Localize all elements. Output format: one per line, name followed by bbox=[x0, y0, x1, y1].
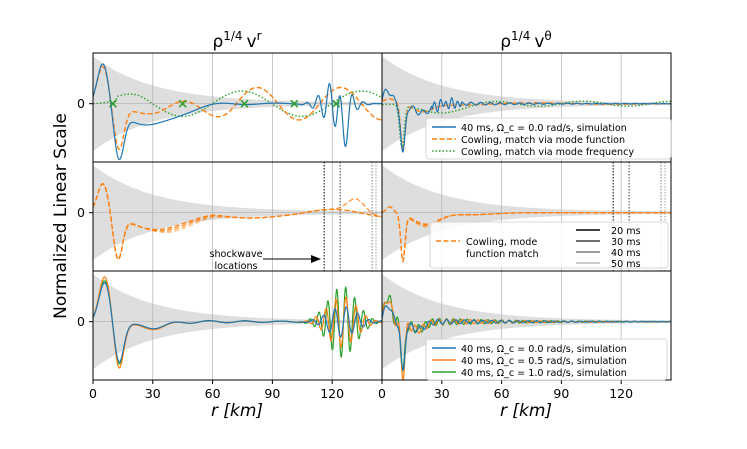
legend-middle-time-4: 50 ms bbox=[611, 259, 641, 270]
x-tick-label: 30 bbox=[145, 386, 161, 401]
shockwave-annotation: shockwave locations bbox=[209, 249, 321, 272]
series-simulation-omega-0.0 bbox=[93, 282, 382, 363]
x-tick-label: 120 bbox=[320, 386, 344, 401]
panel-left-2: 0 0 30 60 90 120 bbox=[77, 270, 383, 401]
legend-top: 40 ms, Ω_c = 0.0 rad/s, simulation Cowli… bbox=[425, 117, 672, 160]
legend-middle-time-3: 40 ms bbox=[611, 248, 641, 259]
series-simulation-omega-0.0 bbox=[93, 63, 382, 161]
panels: 0 0 0 0 30 60 90 120 0 30 60 90 120 bbox=[77, 52, 672, 401]
panel-plot-area bbox=[382, 53, 671, 162]
x-axis-label-left: r [km] bbox=[211, 401, 263, 421]
panel-plot-area bbox=[93, 271, 382, 380]
title-left: ρ1/4 vr bbox=[212, 29, 261, 52]
panel-plot-area bbox=[93, 53, 382, 162]
legend-middle-cowling-line1: Cowling, mode bbox=[466, 237, 537, 248]
node-marker bbox=[240, 99, 249, 108]
series-cowling-mode-function bbox=[93, 65, 382, 151]
title-right: ρ1/4 vθ bbox=[500, 29, 552, 52]
panel-right-0 bbox=[381, 52, 672, 163]
x-tick-label: 90 bbox=[264, 386, 280, 401]
legend-middle: Cowling, mode function match 20 ms 30 ms… bbox=[429, 221, 669, 270]
shockwave-arrow-head bbox=[311, 255, 321, 263]
legend-middle-cowling-line2: function match bbox=[466, 249, 539, 260]
shockwave-label-line2: locations bbox=[214, 261, 257, 272]
node-marker bbox=[178, 99, 187, 108]
shockwave-label-line1: shockwave bbox=[209, 249, 262, 260]
panel-right-2: 0 30 60 90 120 bbox=[378, 270, 672, 401]
panel-left-1: 0 bbox=[77, 161, 383, 272]
legend-bottom: 40 ms, Ω_c = 0.0 rad/s, simulation 40 ms… bbox=[425, 338, 668, 381]
legend-bottom-item-3: 40 ms, Ω_c = 1.0 rad/s, simulation bbox=[461, 368, 627, 379]
x-axis-label-right: r [km] bbox=[500, 401, 552, 421]
x-tick-label: 60 bbox=[205, 386, 221, 401]
legend-middle-time-1: 20 ms bbox=[611, 226, 641, 237]
series-simulation-omega-0.0 bbox=[382, 88, 671, 153]
x-tick-label: 60 bbox=[494, 386, 510, 401]
panel-left-0: 0 bbox=[77, 52, 383, 163]
series-simulation-omega-0.0 bbox=[382, 305, 671, 371]
legend-bottom-item-1: 40 ms, Ω_c = 0.0 rad/s, simulation bbox=[461, 344, 627, 355]
series-cowling-time-3 bbox=[93, 182, 382, 260]
y-tick-label: 0 bbox=[77, 314, 85, 329]
y-tick-label: 0 bbox=[77, 96, 85, 111]
legend-top-item-2: Cowling, match via mode function bbox=[461, 135, 625, 146]
legend-middle-time-2: 30 ms bbox=[611, 237, 641, 248]
legend-top-item-1: 40 ms, Ω_c = 0.0 rad/s, simulation bbox=[461, 123, 627, 134]
y-tick-label: 0 bbox=[77, 205, 85, 220]
legend-top-item-3: Cowling, match via mode frequency bbox=[461, 147, 634, 158]
x-tick-label: 30 bbox=[434, 386, 450, 401]
x-tick-label: 0 bbox=[378, 386, 386, 401]
series-cowling-time-4 bbox=[93, 182, 382, 259]
node-marker bbox=[108, 99, 117, 108]
node-marker bbox=[290, 99, 299, 108]
x-tick-label: 120 bbox=[609, 386, 633, 401]
panel-plot-area bbox=[93, 162, 382, 271]
x-tick-label: 90 bbox=[553, 386, 569, 401]
node-marker bbox=[332, 99, 341, 108]
x-tick-label: 0 bbox=[89, 386, 97, 401]
y-axis-label: Normalized Linear Scale bbox=[51, 113, 71, 319]
legend-bottom-item-2: 40 ms, Ω_c = 0.5 rad/s, simulation bbox=[461, 356, 627, 367]
